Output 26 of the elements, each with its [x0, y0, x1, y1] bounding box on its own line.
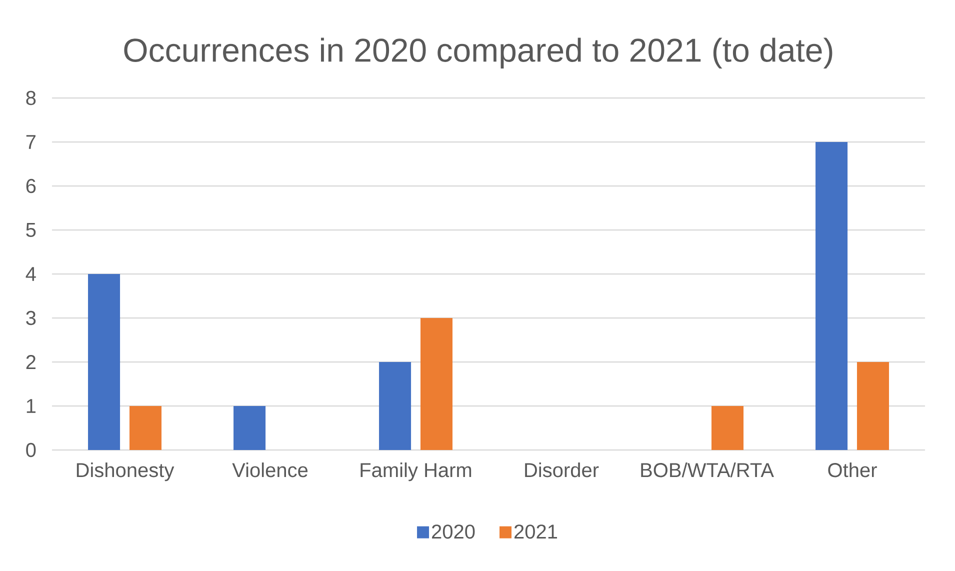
- y-tick-label: 3: [26, 310, 36, 326]
- bar: [234, 406, 266, 450]
- bar: [379, 362, 412, 450]
- x-tick-label: Family Harm: [360, 462, 472, 482]
- y-tick-label: 1: [26, 399, 36, 413]
- x-tick-label: Disorder: [525, 462, 599, 478]
- bar: [88, 274, 120, 450]
- x-tick-label: BOB/WTA/RTA: [641, 462, 774, 478]
- chart-title: Occurrences in 2020 compared to 2021 (to date): [124, 38, 832, 68]
- y-tick-label: 5: [26, 223, 36, 237]
- x-tick-label: Other: [828, 462, 877, 478]
- legend-label: 2021: [514, 524, 557, 539]
- x-tick-label: Dishonesty: [76, 462, 174, 482]
- y-tick-label: 7: [26, 135, 36, 149]
- x-tick-label: Violence: [232, 462, 308, 478]
- bar: [856, 362, 889, 450]
- legend-label: 2020: [432, 524, 475, 539]
- y-tick-label: 8: [26, 90, 36, 106]
- y-tick-label: 2: [26, 355, 36, 369]
- y-tick-label: 0: [26, 442, 36, 458]
- y-tick-label: 4: [26, 267, 36, 281]
- y-tick-label: 6: [26, 178, 36, 194]
- bar: [420, 318, 452, 450]
- bar: [816, 142, 848, 450]
- bar: [711, 406, 744, 450]
- bar: [129, 406, 162, 450]
